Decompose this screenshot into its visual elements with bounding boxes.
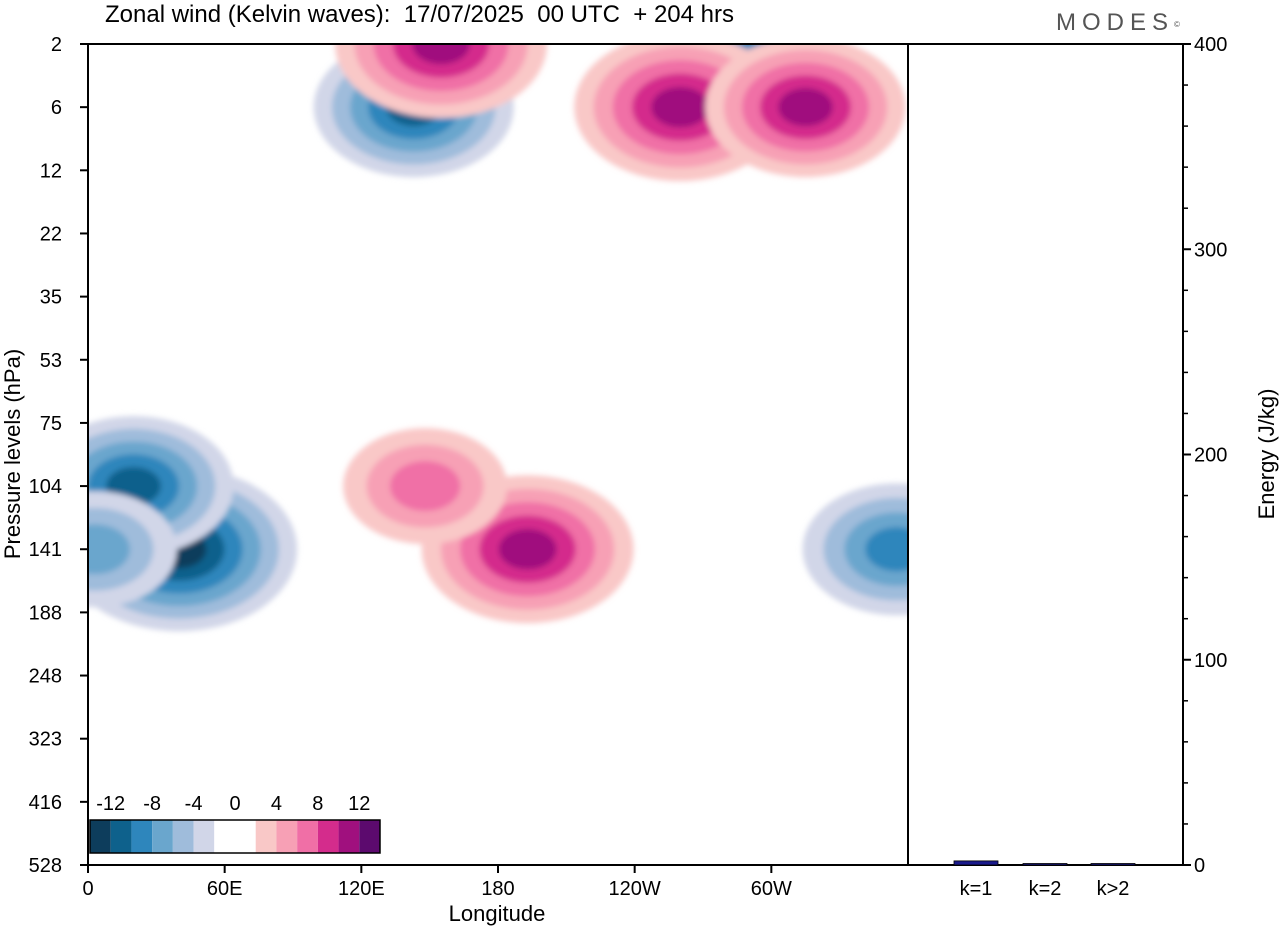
y-axis-label: Pressure levels (hPa)	[0, 349, 25, 559]
colorbar-tick-label: 0	[229, 793, 240, 815]
westerly-anomaly-blob	[651, 86, 710, 128]
colorbar-swatch	[193, 820, 215, 853]
colorbar-swatch	[110, 820, 132, 853]
colorbar-tick-label: -4	[185, 793, 203, 815]
energy-bar-panel: k=1 k=2 k>2 0 100 200 300 400 Energy (J/kg)	[908, 34, 1279, 900]
colorbar-swatch	[235, 820, 256, 853]
energy-tick-label: 400	[1194, 34, 1227, 56]
logo-text: MODES	[1056, 9, 1175, 36]
colorbar-swatch	[214, 820, 235, 853]
energy-tick-label: 0	[1194, 855, 1205, 877]
y-tick-label: 75	[40, 413, 62, 435]
y-tick-label: 528	[29, 855, 62, 877]
y-tick-label: 323	[29, 729, 62, 751]
bar-category-label: k=2	[1029, 878, 1062, 900]
colorbar-tick-label: 8	[312, 793, 323, 815]
energy-axis-label: Energy (J/kg)	[1254, 389, 1279, 520]
westerly-anomaly-blob	[390, 461, 461, 511]
y-tick-label: 416	[29, 792, 62, 814]
colorbar-swatch	[152, 820, 173, 853]
y-tick-label: 104	[29, 476, 62, 498]
x-tick-label: 0	[82, 878, 93, 900]
colorbar-swatch	[90, 820, 111, 853]
colorbar-tick-label: -12	[96, 793, 125, 815]
westerly-anomaly-blob	[778, 88, 833, 127]
energy-tick-label: 300	[1194, 239, 1227, 261]
colorbar-frame	[89, 819, 381, 854]
bar-category-label: k>2	[1097, 878, 1130, 900]
colorbar-tick-label: 4	[271, 793, 282, 815]
y-axis: 2 6 12 22 35 53 75 104 141 188 248 323 416 528	[29, 34, 88, 877]
energy-bar	[1090, 863, 1136, 866]
energy-tick-label: 100	[1194, 650, 1227, 672]
energy-bars: k=1 k=2 k>2	[953, 860, 1136, 900]
colorbar-swatch	[359, 820, 380, 853]
colorbar-swatch	[131, 820, 153, 853]
x-tick-label: 120W	[609, 878, 661, 900]
y-tick-label: 188	[29, 602, 62, 624]
energy-axis: 0 100 200 300 400	[1183, 34, 1227, 877]
energy-bar	[953, 860, 999, 866]
y-tick-label: 6	[51, 97, 62, 119]
y-tick-label: 2	[51, 34, 62, 56]
zonal-wind-heatmap	[88, 44, 908, 632]
y-tick-label: 22	[40, 223, 62, 245]
colorbar-swatch	[276, 820, 298, 853]
colorbar-swatch	[338, 820, 360, 853]
colorbar-swatch	[172, 820, 194, 853]
modes-logo: MODES©	[1056, 8, 1180, 38]
x-tick-label: 60E	[207, 878, 243, 900]
energy-tick-label: 200	[1194, 445, 1227, 467]
x-tick-label: 180	[481, 878, 514, 900]
easterly-anomaly-blob	[865, 527, 908, 572]
wind-contours	[88, 44, 908, 632]
copyright-mark: ©	[1174, 20, 1180, 29]
colorbar-tick-label: -8	[143, 793, 161, 815]
y-tick-label: 35	[40, 287, 62, 309]
westerly-anomaly-blob	[498, 529, 557, 570]
westerly-anomaly-blob	[412, 44, 470, 65]
x-tick-label: 120E	[338, 878, 385, 900]
x-tick-label: 60W	[751, 878, 792, 900]
colorbar: -12 -8 -4 0 4 8 12	[89, 793, 381, 854]
colorbar-tick-label: 12	[348, 793, 370, 815]
easterly-anomaly-blob	[88, 524, 130, 575]
colorbar-swatch	[317, 820, 339, 853]
colorbar-swatch	[297, 820, 318, 853]
bar-category-label: k=1	[960, 878, 993, 900]
y-tick-label: 248	[29, 666, 62, 688]
x-axis-label: Longitude	[449, 901, 546, 926]
colorbar-swatch	[255, 820, 277, 853]
y-tick-label: 53	[40, 350, 62, 372]
x-axis: 0 60E 120E 180 120W 60W	[82, 865, 792, 900]
y-tick-label: 141	[29, 539, 62, 561]
chart-title: Zonal wind (Kelvin waves): 17/07/2025 00…	[105, 1, 734, 28]
y-tick-label: 12	[40, 160, 62, 182]
energy-bar	[1022, 863, 1068, 866]
